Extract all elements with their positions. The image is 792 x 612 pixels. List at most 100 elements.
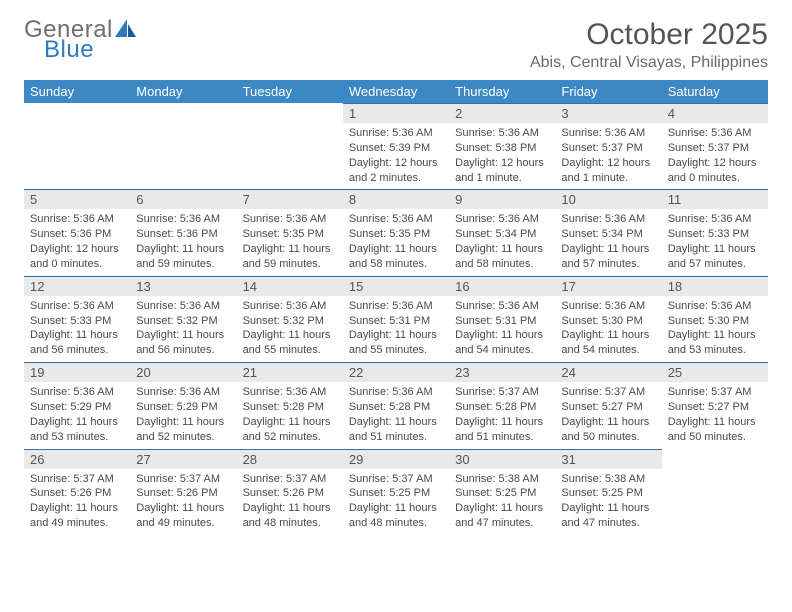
day-body: Sunrise: 5:36 AMSunset: 5:29 PMDaylight:…	[130, 382, 236, 448]
day-number: 5	[24, 189, 130, 209]
calendar-day-cell: 31Sunrise: 5:38 AMSunset: 5:25 PMDayligh…	[555, 449, 661, 535]
calendar-day-cell: 22Sunrise: 5:36 AMSunset: 5:28 PMDayligh…	[343, 362, 449, 448]
day-number: 2	[449, 103, 555, 123]
sunset-line: Sunset: 5:33 PM	[30, 314, 124, 329]
day-body: Sunrise: 5:36 AMSunset: 5:30 PMDaylight:…	[662, 296, 768, 362]
daylight-line-2: and 47 minutes.	[561, 516, 655, 531]
sunset-line: Sunset: 5:26 PM	[243, 486, 337, 501]
daylight-line-2: and 53 minutes.	[668, 343, 762, 358]
calendar-day-cell: 17Sunrise: 5:36 AMSunset: 5:30 PMDayligh…	[555, 276, 661, 362]
sunrise-line: Sunrise: 5:36 AM	[30, 385, 124, 400]
day-number: 19	[24, 362, 130, 382]
calendar-day-cell: 3Sunrise: 5:36 AMSunset: 5:37 PMDaylight…	[555, 103, 661, 189]
calendar-day-cell	[130, 103, 236, 189]
day-number: 14	[237, 276, 343, 296]
daylight-line-2: and 57 minutes.	[668, 257, 762, 272]
day-number: 31	[555, 449, 661, 469]
daylight-line-2: and 47 minutes.	[455, 516, 549, 531]
day-body: Sunrise: 5:37 AMSunset: 5:26 PMDaylight:…	[130, 469, 236, 535]
day-body: Sunrise: 5:36 AMSunset: 5:34 PMDaylight:…	[555, 209, 661, 275]
calendar-day-cell: 27Sunrise: 5:37 AMSunset: 5:26 PMDayligh…	[130, 449, 236, 535]
calendar-day-cell	[24, 103, 130, 189]
daylight-line: Daylight: 11 hours	[136, 501, 230, 516]
calendar-week-row: 26Sunrise: 5:37 AMSunset: 5:26 PMDayligh…	[24, 449, 768, 535]
daylight-line-2: and 52 minutes.	[136, 430, 230, 445]
sunrise-line: Sunrise: 5:38 AM	[561, 472, 655, 487]
calendar-day-cell: 7Sunrise: 5:36 AMSunset: 5:35 PMDaylight…	[237, 189, 343, 275]
day-number: 29	[343, 449, 449, 469]
daylight-line-2: and 1 minute.	[455, 171, 549, 186]
sunset-line: Sunset: 5:25 PM	[455, 486, 549, 501]
sunrise-line: Sunrise: 5:36 AM	[561, 299, 655, 314]
day-body: Sunrise: 5:36 AMSunset: 5:32 PMDaylight:…	[237, 296, 343, 362]
sunset-line: Sunset: 5:37 PM	[668, 141, 762, 156]
day-number: 7	[237, 189, 343, 209]
calendar-week-row: 1Sunrise: 5:36 AMSunset: 5:39 PMDaylight…	[24, 103, 768, 189]
calendar-day-cell: 16Sunrise: 5:36 AMSunset: 5:31 PMDayligh…	[449, 276, 555, 362]
day-body: Sunrise: 5:36 AMSunset: 5:33 PMDaylight:…	[24, 296, 130, 362]
day-body: Sunrise: 5:38 AMSunset: 5:25 PMDaylight:…	[449, 469, 555, 535]
day-body: Sunrise: 5:36 AMSunset: 5:28 PMDaylight:…	[237, 382, 343, 448]
calendar-week-row: 5Sunrise: 5:36 AMSunset: 5:36 PMDaylight…	[24, 189, 768, 275]
daylight-line-2: and 50 minutes.	[561, 430, 655, 445]
sunrise-line: Sunrise: 5:38 AM	[455, 472, 549, 487]
sunrise-line: Sunrise: 5:36 AM	[349, 299, 443, 314]
calendar-day-cell: 11Sunrise: 5:36 AMSunset: 5:33 PMDayligh…	[662, 189, 768, 275]
daylight-line: Daylight: 11 hours	[349, 415, 443, 430]
daylight-line: Daylight: 11 hours	[30, 328, 124, 343]
daylight-line: Daylight: 12 hours	[349, 156, 443, 171]
logo-word-2: Blue	[44, 38, 137, 62]
daylight-line: Daylight: 11 hours	[136, 415, 230, 430]
sunset-line: Sunset: 5:27 PM	[668, 400, 762, 415]
calendar-day-cell	[662, 449, 768, 535]
daylight-line-2: and 0 minutes.	[30, 257, 124, 272]
calendar-day-cell: 28Sunrise: 5:37 AMSunset: 5:26 PMDayligh…	[237, 449, 343, 535]
day-body: Sunrise: 5:37 AMSunset: 5:27 PMDaylight:…	[555, 382, 661, 448]
daylight-line-2: and 55 minutes.	[349, 343, 443, 358]
calendar-day-cell: 12Sunrise: 5:36 AMSunset: 5:33 PMDayligh…	[24, 276, 130, 362]
daylight-line-2: and 50 minutes.	[668, 430, 762, 445]
daylight-line: Daylight: 11 hours	[668, 415, 762, 430]
daylight-line-2: and 49 minutes.	[30, 516, 124, 531]
calendar-day-cell: 15Sunrise: 5:36 AMSunset: 5:31 PMDayligh…	[343, 276, 449, 362]
day-body: Sunrise: 5:36 AMSunset: 5:35 PMDaylight:…	[343, 209, 449, 275]
daylight-line: Daylight: 12 hours	[30, 242, 124, 257]
daylight-line: Daylight: 11 hours	[30, 501, 124, 516]
daylight-line: Daylight: 11 hours	[349, 328, 443, 343]
sunset-line: Sunset: 5:36 PM	[30, 227, 124, 242]
sunset-line: Sunset: 5:32 PM	[136, 314, 230, 329]
daylight-line: Daylight: 11 hours	[561, 415, 655, 430]
daylight-line-2: and 57 minutes.	[561, 257, 655, 272]
sunrise-line: Sunrise: 5:36 AM	[561, 126, 655, 141]
sunset-line: Sunset: 5:27 PM	[561, 400, 655, 415]
daylight-line: Daylight: 11 hours	[455, 242, 549, 257]
sunrise-line: Sunrise: 5:36 AM	[30, 212, 124, 227]
sunset-line: Sunset: 5:29 PM	[30, 400, 124, 415]
daylight-line-2: and 48 minutes.	[349, 516, 443, 531]
calendar-day-cell: 18Sunrise: 5:36 AMSunset: 5:30 PMDayligh…	[662, 276, 768, 362]
calendar-day-cell: 26Sunrise: 5:37 AMSunset: 5:26 PMDayligh…	[24, 449, 130, 535]
day-body: Sunrise: 5:36 AMSunset: 5:38 PMDaylight:…	[449, 123, 555, 189]
sunrise-line: Sunrise: 5:36 AM	[455, 299, 549, 314]
day-body: Sunrise: 5:36 AMSunset: 5:31 PMDaylight:…	[449, 296, 555, 362]
day-number: 21	[237, 362, 343, 382]
calendar-day-cell: 20Sunrise: 5:36 AMSunset: 5:29 PMDayligh…	[130, 362, 236, 448]
sunrise-line: Sunrise: 5:36 AM	[349, 212, 443, 227]
day-number: 8	[343, 189, 449, 209]
daylight-line-2: and 51 minutes.	[349, 430, 443, 445]
calendar-day-cell: 13Sunrise: 5:36 AMSunset: 5:32 PMDayligh…	[130, 276, 236, 362]
title-block: October 2025 Abis, Central Visayas, Phil…	[530, 18, 768, 72]
calendar-day-cell: 30Sunrise: 5:38 AMSunset: 5:25 PMDayligh…	[449, 449, 555, 535]
daylight-line-2: and 58 minutes.	[455, 257, 549, 272]
sunrise-line: Sunrise: 5:36 AM	[561, 212, 655, 227]
day-number: 13	[130, 276, 236, 296]
daylight-line: Daylight: 11 hours	[455, 328, 549, 343]
daylight-line: Daylight: 11 hours	[243, 328, 337, 343]
day-number: 3	[555, 103, 661, 123]
calendar-day-cell: 19Sunrise: 5:36 AMSunset: 5:29 PMDayligh…	[24, 362, 130, 448]
sunrise-line: Sunrise: 5:36 AM	[455, 126, 549, 141]
daylight-line: Daylight: 11 hours	[243, 415, 337, 430]
sunset-line: Sunset: 5:29 PM	[136, 400, 230, 415]
daylight-line: Daylight: 11 hours	[455, 415, 549, 430]
day-number: 12	[24, 276, 130, 296]
